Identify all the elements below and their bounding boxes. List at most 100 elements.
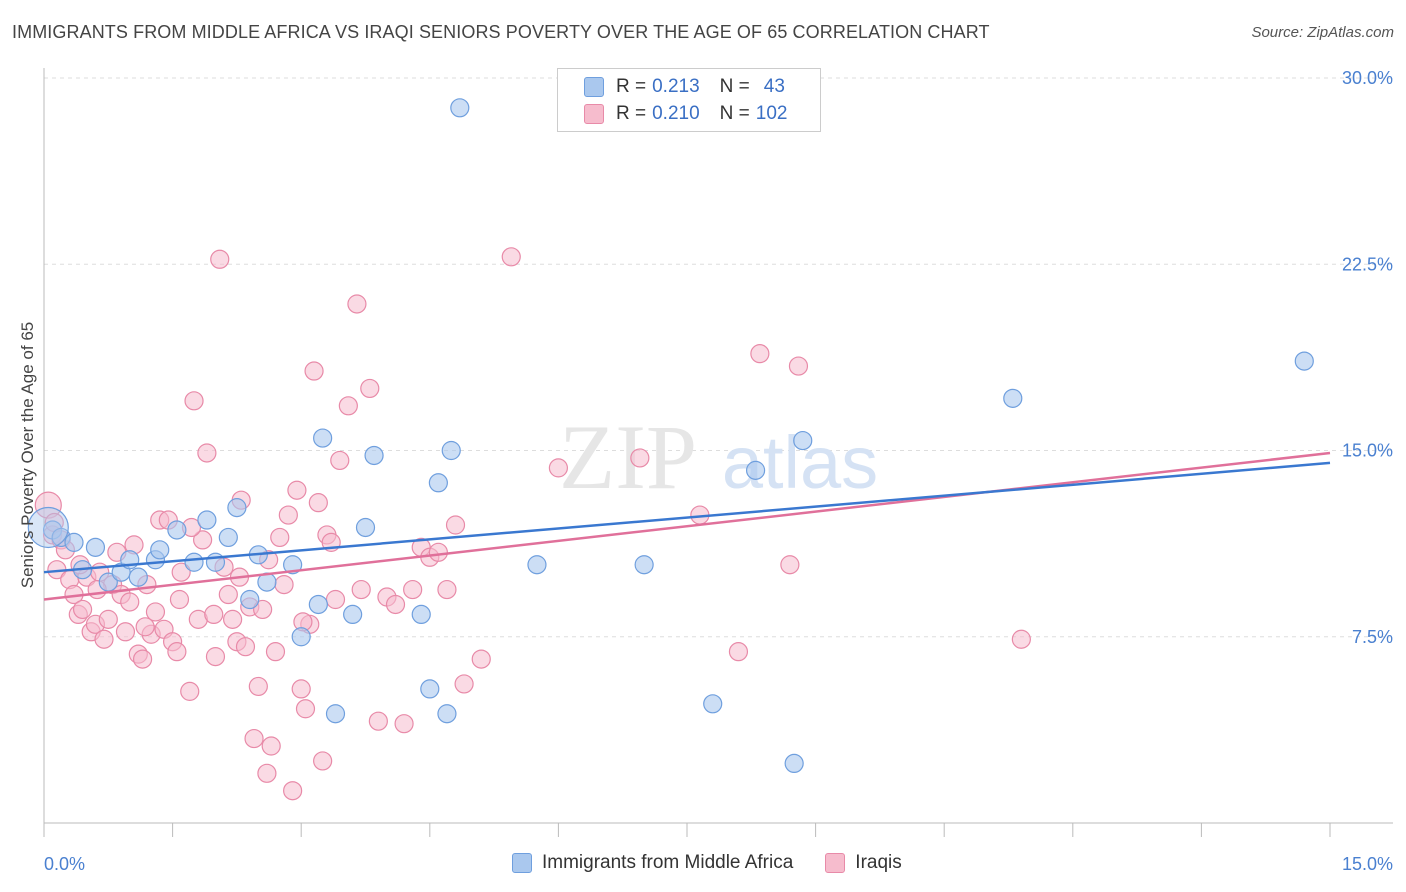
iraqis-point: [471, 649, 491, 669]
middle-africa-point: [450, 98, 470, 118]
middle-africa-point: [793, 430, 813, 451]
iraqis-point: [403, 579, 423, 600]
iraqis-point: [72, 599, 93, 620]
middle-africa-point: [527, 555, 547, 575]
iraqis-point: [338, 396, 358, 416]
iraqis-point: [437, 579, 457, 600]
iraqis-point: [210, 249, 230, 269]
middle-africa-point: [703, 694, 723, 714]
watermark-zip: ZIP: [559, 406, 697, 508]
legend-swatch-blue: [512, 853, 532, 873]
iraqis-point: [98, 609, 118, 629]
middle-africa-point: [364, 445, 384, 466]
iraqis-point: [180, 681, 200, 701]
iraqis-point: [330, 450, 350, 471]
middle-africa-point: [128, 567, 148, 587]
iraqis-point: [253, 599, 273, 620]
x-tick-label: 0.0%: [44, 854, 85, 874]
correlation-legend: R = 0.213 N = 43 R = 0.210 N = 102: [557, 68, 821, 132]
iraqis-point: [780, 555, 800, 575]
iraqis-point: [728, 642, 749, 662]
middle-africa-point: [634, 555, 654, 575]
iraqis-point: [167, 642, 187, 662]
middle-africa-point: [167, 520, 187, 540]
middle-africa-point: [218, 527, 238, 548]
iraqis-point: [325, 589, 346, 610]
iraqis-point: [278, 505, 298, 525]
legend-item-middle-africa[interactable]: Immigrants from Middle Africa: [512, 852, 793, 874]
middle-africa-point: [291, 627, 311, 647]
iraqis-point: [265, 642, 286, 662]
middle-africa-trend-line: [43, 461, 1331, 574]
legend-r-label: R =: [616, 103, 647, 124]
iraqis-point: [145, 602, 166, 622]
iraqis-point: [197, 443, 217, 463]
middle-africa-point: [308, 594, 328, 615]
x-tick-label: 15.0%: [1342, 854, 1393, 874]
iraqis-point: [270, 527, 290, 548]
iraqis-point: [360, 378, 380, 399]
middle-africa-point: [325, 704, 346, 724]
legend-n-value: 43: [763, 76, 785, 97]
iraqis-trend-line: [43, 451, 1331, 601]
middle-africa-point: [355, 517, 376, 538]
middle-africa-point: [240, 589, 260, 610]
axis-layer: [43, 68, 1393, 837]
iraqis-point: [218, 584, 238, 605]
middle-africa-point: [441, 440, 461, 461]
iraqis-point: [1011, 629, 1031, 649]
iraqis-point: [193, 530, 213, 550]
trend-lines: [43, 451, 1331, 601]
middle-africa-point: [420, 679, 440, 699]
middle-africa-point: [745, 460, 766, 480]
iraqis-point: [248, 676, 268, 697]
legend-label-iraqis: Iraqis: [855, 852, 902, 873]
iraqis-point: [351, 579, 371, 600]
iraqis-point: [445, 515, 466, 535]
iraqis-point: [287, 480, 307, 500]
iraqis-points: [34, 247, 1031, 801]
middle-africa-point: [313, 428, 333, 448]
middle-africa-point: [784, 753, 804, 774]
y-tick-label: 7.5%: [1352, 627, 1393, 647]
iraqis-point: [235, 637, 256, 657]
iraqis-point: [304, 361, 324, 381]
iraqis-point: [454, 674, 474, 694]
legend-item-iraqis[interactable]: Iraqis: [825, 852, 902, 874]
iraqis-point: [205, 647, 226, 667]
middle-africa-point: [411, 604, 431, 625]
iraqis-point: [385, 594, 406, 615]
iraqis-point: [274, 574, 294, 595]
y-tick-label: 15.0%: [1342, 441, 1393, 461]
legend-n-value: 102: [755, 103, 788, 124]
legend-n-label: N =: [719, 103, 750, 124]
series-legend: Immigrants from Middle Africa Iraqis: [512, 852, 934, 874]
iraqis-point: [368, 711, 388, 731]
iraqis-point: [135, 617, 155, 637]
iraqis-point: [788, 356, 809, 376]
middle-africa-point: [184, 552, 204, 572]
iraqis-point: [169, 589, 190, 610]
middle-africa-point: [85, 537, 106, 557]
iraqis-point: [94, 629, 114, 649]
iraqis-point: [244, 728, 264, 749]
watermark: ZIP atlas: [559, 406, 878, 508]
legend-row-iraqis: R = 0.210 N = 102: [584, 102, 787, 126]
legend-r-value: 0.213: [652, 76, 700, 97]
middle-africa-point: [150, 540, 170, 560]
iraqis-point: [548, 458, 569, 478]
iraqis-point: [750, 344, 770, 364]
y-tick-label: 30.0%: [1342, 68, 1393, 88]
legend-label-middle-africa: Immigrants from Middle Africa: [542, 852, 794, 873]
legend-swatch-pink: [584, 104, 604, 124]
legend-n-label: N =: [719, 76, 750, 97]
middle-africa-point: [437, 704, 457, 724]
y-tick-label: 22.5%: [1342, 254, 1393, 274]
iraqis-point: [291, 679, 311, 699]
iraqis-point: [184, 391, 204, 411]
legend-swatch-blue: [584, 77, 604, 97]
legend-r-label: R =: [616, 76, 647, 97]
middle-africa-point: [1003, 388, 1023, 408]
iraqis-point: [257, 763, 277, 783]
